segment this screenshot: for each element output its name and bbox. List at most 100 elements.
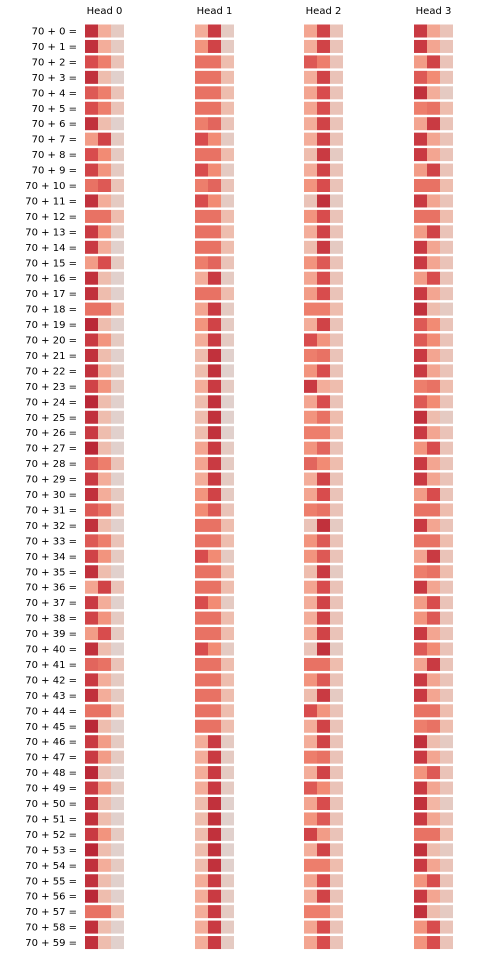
row-label: 70 + 25 = bbox=[25, 413, 77, 424]
heatmap-cell bbox=[195, 642, 208, 656]
heatmap-cell bbox=[414, 55, 427, 69]
row-label: 70 + 41 = bbox=[25, 660, 77, 671]
heatmap-cell bbox=[304, 209, 317, 223]
heatmap-cell bbox=[208, 766, 221, 780]
heatmap-cell bbox=[98, 209, 111, 223]
heatmap-cell bbox=[221, 426, 234, 440]
heatmap-cell bbox=[208, 488, 221, 501]
heatmap-cell bbox=[427, 163, 440, 177]
heatmap-cell bbox=[195, 287, 208, 301]
heatmap-cell bbox=[111, 39, 124, 53]
heatmap-cell bbox=[414, 704, 427, 718]
heatmap-cell bbox=[427, 86, 440, 100]
heatmap-cell bbox=[195, 472, 208, 486]
heatmap-cell bbox=[427, 657, 440, 671]
heatmap-cell bbox=[414, 148, 427, 162]
heatmap-cell bbox=[85, 101, 98, 115]
heatmap-cell bbox=[221, 920, 234, 934]
heatmap-cell bbox=[195, 611, 208, 625]
heatmap-cell bbox=[195, 132, 208, 146]
heatmap-cell bbox=[111, 333, 124, 347]
heatmap-cell bbox=[98, 657, 111, 671]
row-label: 70 + 9 = bbox=[32, 166, 77, 177]
heatmap-cell bbox=[221, 936, 234, 950]
heatmap-cell bbox=[330, 843, 343, 857]
heatmap-cell bbox=[221, 163, 234, 177]
heatmap-cell bbox=[111, 766, 124, 780]
heatmap-cell bbox=[427, 271, 440, 285]
heatmap-cell bbox=[414, 441, 427, 455]
heatmap-cell bbox=[440, 302, 453, 316]
row-label: 70 + 4 = bbox=[32, 88, 77, 99]
heatmap-cell bbox=[221, 395, 234, 409]
heatmap-cell bbox=[440, 441, 453, 455]
heatmap-cell bbox=[208, 534, 221, 548]
heatmap-cell bbox=[440, 148, 453, 162]
heatmap-cell bbox=[427, 611, 440, 625]
heatmap-cell bbox=[414, 503, 427, 517]
heatmap-cell bbox=[111, 163, 124, 177]
heatmap-cell bbox=[85, 812, 98, 826]
heatmap-cell bbox=[317, 642, 330, 656]
heatmap-cell bbox=[208, 194, 221, 208]
row-label: 70 + 37 = bbox=[25, 598, 77, 609]
heatmap-cell bbox=[317, 565, 330, 579]
row-label: 70 + 46 = bbox=[25, 737, 77, 748]
heatmap-cell bbox=[195, 673, 208, 687]
heatmap-cell bbox=[330, 766, 343, 780]
heatmap-cell bbox=[330, 704, 343, 718]
heatmap-cell bbox=[427, 858, 440, 872]
heatmap-cell bbox=[414, 627, 427, 641]
heatmap-cell bbox=[440, 271, 453, 285]
heatmap-cell bbox=[304, 101, 317, 115]
heatmap-cell bbox=[427, 318, 440, 332]
heatmap-cell bbox=[221, 843, 234, 857]
row-label: 70 + 19 = bbox=[25, 320, 77, 331]
heatmap-cell bbox=[427, 364, 440, 378]
heatmap-cell bbox=[85, 333, 98, 347]
heatmap-cell bbox=[195, 688, 208, 702]
heatmap-cell bbox=[330, 750, 343, 764]
heatmap-cell bbox=[440, 843, 453, 857]
heatmap-cell bbox=[98, 148, 111, 162]
row-label: 70 + 2 = bbox=[32, 57, 77, 68]
heatmap-cell bbox=[414, 101, 427, 115]
heatmap-cell bbox=[304, 148, 317, 162]
heatmap-cell bbox=[98, 194, 111, 208]
heatmap-cell bbox=[330, 688, 343, 702]
heatmap-cell bbox=[427, 70, 440, 84]
heatmap-cell bbox=[111, 889, 124, 903]
heatmap-cell bbox=[440, 642, 453, 656]
heatmap-cell bbox=[111, 132, 124, 146]
heatmap-cell bbox=[85, 24, 98, 38]
heatmap-cell bbox=[221, 194, 234, 208]
heatmap-cell bbox=[85, 395, 98, 409]
heatmap-cell bbox=[304, 812, 317, 826]
row-label: 70 + 56 = bbox=[25, 892, 77, 903]
heatmap-cell bbox=[330, 148, 343, 162]
heatmap-cell bbox=[221, 596, 234, 610]
heatmap-cell bbox=[208, 117, 221, 131]
heatmap-cell bbox=[330, 302, 343, 316]
heatmap-cell bbox=[427, 148, 440, 162]
heatmap-cell bbox=[317, 488, 330, 501]
heatmap-cell bbox=[330, 39, 343, 53]
heatmap-cell bbox=[111, 457, 124, 471]
heatmap-cell bbox=[221, 302, 234, 316]
heatmap-cell bbox=[111, 704, 124, 718]
heatmap-cell bbox=[111, 225, 124, 239]
heatmap-cell bbox=[85, 611, 98, 625]
heatmap-cell bbox=[440, 704, 453, 718]
heatmap-cell bbox=[330, 596, 343, 610]
heatmap-cell bbox=[330, 441, 343, 455]
heatmap-cell bbox=[440, 905, 453, 919]
heatmap-cell bbox=[317, 518, 330, 532]
heatmap-cell bbox=[317, 735, 330, 749]
heatmap-cell bbox=[317, 225, 330, 239]
heatmap-cell bbox=[414, 920, 427, 934]
heatmap-cell bbox=[195, 719, 208, 733]
heatmap-cell bbox=[208, 101, 221, 115]
heatmap-cell bbox=[111, 364, 124, 378]
heatmap-cell bbox=[98, 225, 111, 239]
heatmap-cell bbox=[414, 256, 427, 270]
